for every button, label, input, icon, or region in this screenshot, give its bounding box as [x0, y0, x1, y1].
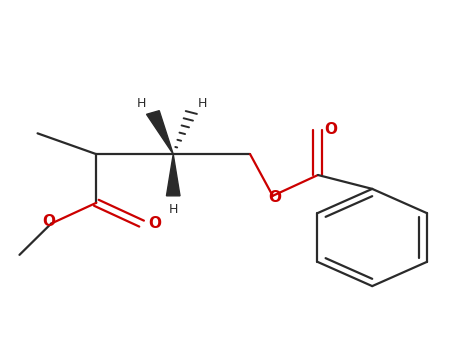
Text: O: O	[268, 190, 282, 205]
Text: H: H	[168, 203, 178, 216]
Text: O: O	[42, 214, 56, 229]
Polygon shape	[167, 154, 180, 196]
Text: H: H	[137, 97, 146, 110]
Text: H: H	[198, 97, 207, 110]
Text: O: O	[325, 122, 338, 137]
Polygon shape	[147, 111, 173, 154]
Text: O: O	[148, 216, 162, 231]
